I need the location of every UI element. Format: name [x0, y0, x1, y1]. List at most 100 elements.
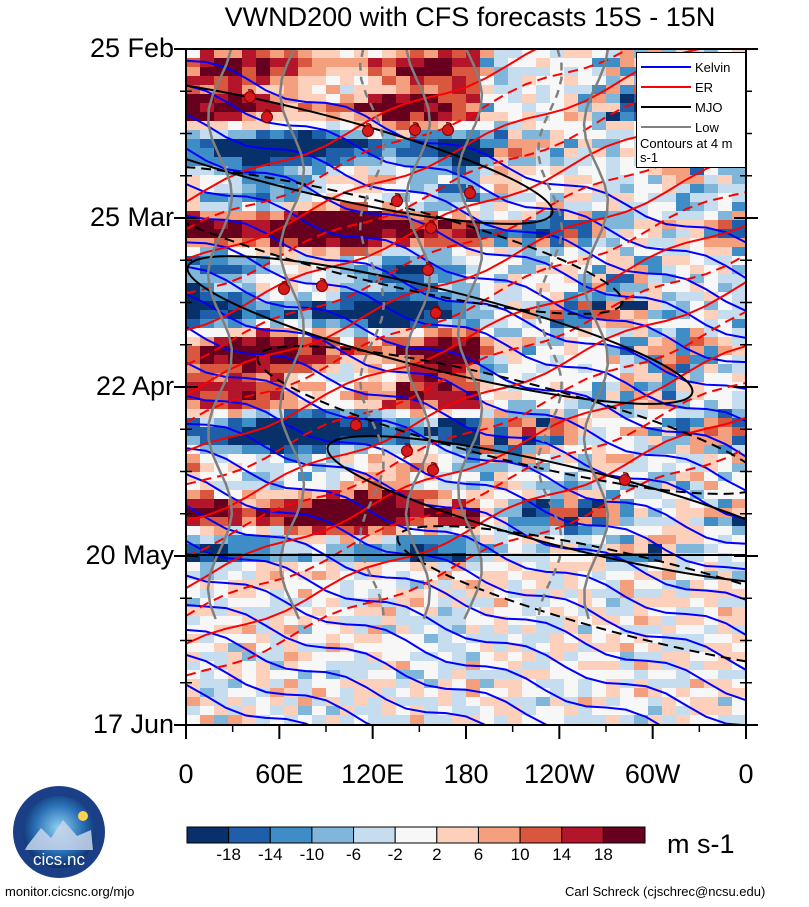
heat-cell [578, 139, 593, 149]
heat-cell [480, 328, 495, 338]
heat-cell [326, 319, 341, 329]
heat-cell [676, 328, 691, 338]
heat-cell [620, 463, 635, 473]
heat-cell [704, 634, 719, 644]
heat-cell [396, 157, 411, 167]
heat-cell [354, 517, 369, 527]
heat-cell [648, 499, 663, 509]
heat-cell [508, 283, 523, 293]
heat-cell [494, 211, 509, 221]
heat-cell [326, 121, 341, 131]
heat-cell [564, 679, 579, 689]
heat-cell [634, 427, 649, 437]
heat-cell [214, 139, 229, 149]
heat-cell [354, 166, 369, 176]
heat-cell [326, 715, 341, 725]
heat-cell [396, 544, 411, 554]
heat-cell [466, 571, 481, 581]
heat-cell [522, 166, 537, 176]
heat-cell [466, 472, 481, 482]
heat-cell [298, 544, 313, 554]
heat-cell [200, 409, 215, 419]
heat-cell [592, 130, 607, 140]
heat-cell [242, 715, 257, 725]
heat-cell [732, 688, 746, 698]
heat-cell [354, 688, 369, 698]
heat-cell [718, 463, 733, 473]
heat-cell [550, 499, 565, 509]
heat-cell [228, 589, 243, 599]
heat-cell [704, 319, 719, 329]
heat-cell [396, 184, 411, 194]
heat-cell [676, 463, 691, 473]
heat-cell [186, 634, 201, 644]
heat-cell [662, 265, 677, 275]
heat-cell [312, 67, 327, 77]
heat-cell [634, 220, 649, 230]
heat-cell [606, 391, 621, 401]
heat-cell [690, 580, 705, 590]
heat-cell [522, 157, 537, 167]
heat-cell [704, 337, 719, 347]
heat-cell [466, 364, 481, 374]
heat-cell [480, 391, 495, 401]
heat-cell [718, 355, 733, 365]
heat-cell [312, 571, 327, 581]
heat-cell [690, 616, 705, 626]
heat-cell [452, 607, 467, 617]
heat-cell [256, 463, 271, 473]
heat-cell [494, 580, 509, 590]
heat-cell [480, 337, 495, 347]
heat-cell [508, 292, 523, 302]
heat-cell [396, 121, 411, 131]
legend-note: Contours at 4 m s-1 [640, 136, 733, 165]
heat-cell [298, 346, 313, 356]
heat-cell [480, 292, 495, 302]
heat-cell [620, 157, 635, 167]
heat-cell [648, 247, 663, 257]
heat-cell [662, 418, 677, 428]
heat-cell [354, 607, 369, 617]
heat-cell [312, 400, 327, 410]
heat-cell [662, 283, 677, 293]
heat-cell [298, 202, 313, 212]
heat-cell [256, 157, 271, 167]
heat-cell [690, 589, 705, 599]
heat-cell [396, 94, 411, 104]
heat-cell [676, 193, 691, 203]
heat-cell [690, 481, 705, 491]
heat-cell [312, 229, 327, 239]
heat-cell [606, 589, 621, 599]
heat-cell [186, 679, 201, 689]
heat-cell [536, 481, 551, 491]
mjo-contour [396, 525, 746, 675]
heat-cell [536, 103, 551, 113]
heat-cell [606, 400, 621, 410]
heat-cell [718, 607, 733, 617]
heat-cell [410, 553, 425, 563]
heat-cell [494, 274, 509, 284]
heat-cell [550, 616, 565, 626]
heat-cell [228, 310, 243, 320]
colorbar-swatch [602, 826, 646, 844]
heat-cell [186, 517, 201, 527]
heat-cell [578, 103, 593, 113]
heat-cell [578, 94, 593, 104]
heat-cell [550, 319, 565, 329]
heat-cell [592, 607, 607, 617]
heat-cell [732, 436, 746, 446]
heat-cell [326, 157, 341, 167]
heat-cell [452, 121, 467, 131]
heat-cell [578, 76, 593, 86]
heat-cell [214, 112, 229, 122]
heat-cell [550, 256, 565, 266]
heat-cell [438, 553, 453, 563]
heat-cell [396, 463, 411, 473]
heat-cell [620, 409, 635, 419]
heat-cell [354, 229, 369, 239]
heat-cell [368, 427, 383, 437]
heat-cell [536, 706, 551, 716]
heat-cell [648, 202, 663, 212]
tropical-cyclone-marker [427, 462, 439, 476]
heat-cell [564, 535, 579, 545]
